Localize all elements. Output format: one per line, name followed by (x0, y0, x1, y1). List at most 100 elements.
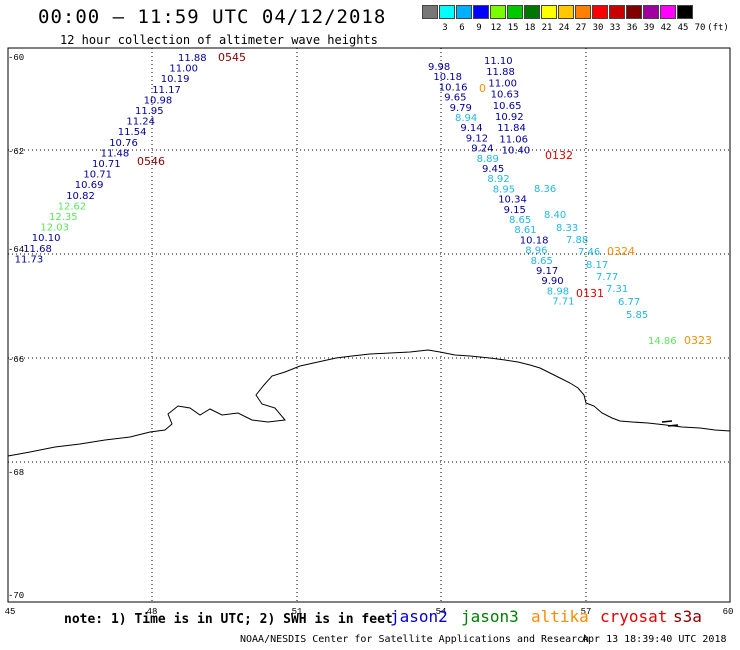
time-label: 0323 (684, 334, 712, 347)
swh-value: 10.69 (75, 180, 104, 191)
lat-label: -64 (8, 245, 24, 255)
scale-label: 9 (476, 23, 482, 33)
swh-value: 10.16 (439, 82, 468, 93)
scale-swatch (558, 5, 574, 19)
swh-value: 11.10 (484, 56, 513, 67)
lat-label: -70 (8, 591, 24, 601)
scale-swatch (524, 5, 540, 19)
lat-label: -68 (8, 468, 24, 478)
time-label: 0132 (545, 149, 573, 162)
swh-value: 11.68 (23, 244, 52, 255)
swh-value: 9.24 (471, 144, 493, 155)
lon-label: 54 (436, 607, 447, 617)
swh-value: 8.92 (487, 174, 509, 185)
swh-value: 8.40 (544, 210, 566, 221)
swh-value: 9.12 (466, 133, 488, 144)
swh-value: 11.73 (15, 254, 44, 265)
swh-value: 12.62 (58, 201, 87, 212)
swh-value: 10.34 (498, 195, 527, 206)
swh-value: 11.00 (488, 78, 517, 89)
swh-value: 7.71 (552, 297, 574, 308)
scale-swatch (439, 5, 455, 19)
time-label: 0324 (607, 245, 635, 258)
swh-value: 10.71 (83, 170, 112, 181)
swh-value: 8.36 (534, 184, 556, 195)
graticule (8, 48, 730, 602)
swh-value: 6.77 (618, 297, 640, 308)
swh-value: 8.65 (509, 215, 531, 226)
swh-value: 8.61 (514, 225, 536, 236)
scale-label: 12 (490, 23, 502, 33)
swh-value: 9.14 (460, 123, 482, 134)
coastline (7, 349, 731, 457)
scale-label: 15 (507, 23, 519, 33)
swh-value: 8.98 (547, 286, 569, 297)
scale-swatch (456, 5, 472, 19)
swh-value: 11.88 (486, 67, 515, 78)
swh-value: 11.17 (152, 85, 181, 96)
observations-layer: 11.8811.0010.1911.1710.9811.9511.2411.54… (15, 51, 712, 347)
legend-cryosat: cryosat (600, 607, 668, 626)
swh-value: 10.98 (144, 95, 173, 106)
swh-value: 14.86 (648, 336, 677, 347)
legend-jason2: jason2 (390, 607, 448, 626)
lon-label: 57 (581, 607, 592, 617)
swh-value: 8.95 (493, 184, 515, 195)
time-label: 0 (479, 82, 486, 95)
swh-value: 7.46 (578, 247, 600, 258)
scale-label: 18 (524, 23, 536, 33)
swh-value: 11.88 (178, 53, 207, 64)
swh-value: 9.15 (504, 205, 526, 216)
swh-value: 11.95 (135, 106, 164, 117)
scale-unit: (ft) (707, 23, 729, 33)
scale-label: 45 (677, 23, 689, 33)
swh-value: 8.65 (531, 256, 553, 267)
swh-value: 9.79 (450, 103, 472, 114)
scale-swatch (677, 5, 693, 19)
swh-value: 8.33 (556, 223, 578, 234)
map-frame (7, 47, 731, 603)
scale-label: 70 (694, 23, 706, 33)
scale-swatch (541, 5, 557, 19)
swh-value: 11.06 (499, 134, 528, 145)
scale-label: 3 (442, 23, 448, 33)
swh-value: 9.17 (536, 266, 558, 277)
swh-value: 10.82 (66, 191, 95, 202)
coastline-islet (661, 420, 679, 427)
scale-swatch (473, 5, 489, 19)
swh-value: 8.94 (455, 113, 477, 124)
swh-value: 11.24 (126, 117, 155, 128)
swh-value: 10.18 (433, 72, 462, 83)
swh-value: 10.92 (495, 112, 524, 123)
lat-label: -66 (8, 355, 24, 365)
swh-value: 9.90 (541, 276, 563, 287)
swh-value: 11.48 (101, 148, 130, 159)
lon-tick-labels: 45 48 51 54 57 60 (5, 607, 734, 617)
swh-value: 10.40 (502, 146, 531, 157)
scale-label: 6 (459, 23, 465, 33)
scale-swatch (575, 5, 591, 19)
legend-s3a: s3a (673, 607, 702, 626)
legend-jason3: jason3 (461, 607, 519, 626)
swh-value: 9.65 (444, 93, 466, 104)
time-label: 0545 (218, 51, 246, 64)
scale-label: 36 (626, 23, 638, 33)
swh-value: 10.76 (109, 138, 138, 149)
lat-label: -60 (8, 53, 24, 63)
timestamp: Apr 13 18:39:40 UTC 2018 (582, 634, 727, 645)
swh-value: 10.71 (92, 159, 121, 170)
scale-swatch (609, 5, 625, 19)
swh-value: 11.84 (497, 123, 526, 134)
lat-label: -62 (8, 147, 24, 157)
swh-value: 9.45 (482, 164, 504, 175)
scale-swatch (626, 5, 642, 19)
scale-swatch (643, 5, 659, 19)
swh-value: 10.65 (493, 101, 522, 112)
scale-label: 42 (660, 23, 672, 33)
scale-swatch (507, 5, 523, 19)
swh-value: 11.54 (118, 127, 147, 138)
swh-value: 10.18 (520, 235, 549, 246)
lon-label: 51 (292, 607, 303, 617)
swh-value: 12.03 (40, 223, 69, 234)
time-label: 0131 (576, 287, 604, 300)
